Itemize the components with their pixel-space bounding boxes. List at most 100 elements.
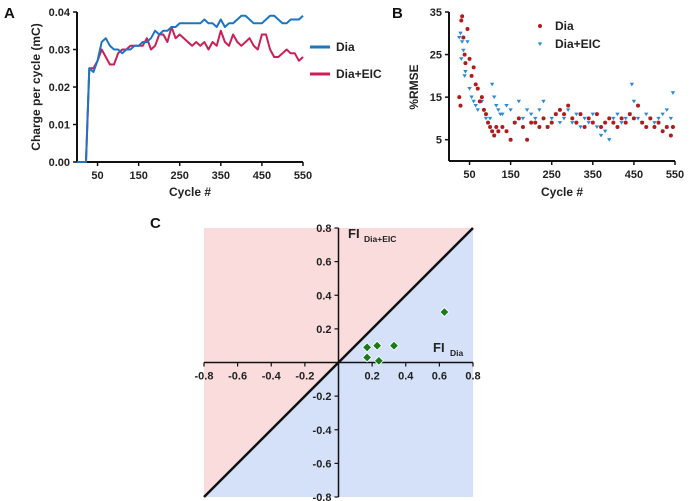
b-point-0 [652,124,657,129]
b-point-0 [664,124,669,129]
b-point-1 [465,40,470,44]
b-point-1 [494,104,499,108]
b-point-0 [457,95,462,100]
b-point-0 [516,116,521,121]
c-y-tick-label: -0.4 [313,425,333,437]
b-point-0 [582,124,587,129]
b-ylabel: %RMSE [407,64,421,109]
b-point-0 [496,129,501,134]
c-x-tick-label: 0.6 [432,371,447,383]
b-point-1 [528,112,534,117]
b-legend-marker-1 [537,42,543,46]
b-point-1 [516,99,522,104]
b-point-1 [541,99,546,104]
c-point [373,355,384,366]
b-point-1 [635,116,641,121]
c-point [372,340,383,351]
b-legend-label-1: Dia+EIC [555,37,601,51]
b-point-1 [670,91,676,95]
b-point-1 [631,99,637,104]
b-point-0 [566,103,571,108]
a-y-tick-label: 0.01 [49,120,70,132]
b-point-1 [656,116,661,121]
b-point-1 [557,121,563,125]
panel-label-b: B [392,5,403,22]
c-x-tick-label: -0.4 [262,371,282,383]
b-point-1 [473,104,478,108]
b-point-0 [533,120,538,125]
b-y-tick-label: 15 [430,92,442,104]
b-point-0 [670,124,675,129]
c-y-tick-label: -0.2 [313,391,332,403]
b-point-0 [460,14,465,19]
b-point-1 [492,95,497,100]
a-y-tick-label: 0.02 [49,82,70,94]
c-x-tick-label: -0.6 [228,371,247,383]
c-point [362,352,373,363]
b-point-1 [590,112,596,117]
b-point-1 [461,48,466,53]
b-point-0 [494,124,499,129]
b-point-0 [479,95,484,100]
c-y-tick-label: 0.2 [316,324,331,336]
c-x-tick-label: 0.8 [465,371,480,383]
b-point-1 [607,138,612,142]
c-point [388,340,400,351]
b-point-1 [463,70,468,74]
b-point-0 [459,18,464,23]
c-y-tick-label: 0.8 [316,223,331,235]
b-point-0 [541,116,546,121]
b-point-1 [508,108,513,112]
b-point-0 [631,116,636,121]
b-point-0 [574,120,579,125]
b-y-tick-label: 5 [436,135,442,147]
a-y-tick-label: 0.04 [49,7,71,19]
b-point-0 [594,112,599,117]
b-point-0 [483,112,488,117]
c-xlabel-sub: Dia [450,348,464,358]
a-legend-label-0: Dia [336,40,355,54]
b-point-1 [520,116,526,121]
a-x-tick-label: 250 [171,170,189,182]
b-point-1 [582,116,587,121]
b-point-1 [487,116,493,121]
b-point-1 [549,116,554,121]
b-point-0 [627,112,632,117]
b-point-0 [471,65,476,70]
a-xlabel: Cycle # [169,185,211,199]
b-y-tick-label: 35 [430,7,442,19]
b-x-tick-label: 550 [666,169,684,181]
b-point-1 [623,116,628,121]
b-point-0 [578,112,583,117]
b-point-1 [565,108,571,112]
b-point-0 [461,35,466,40]
b-point-0 [648,116,653,121]
b-point-0 [553,112,558,117]
b-point-0 [500,124,505,129]
b-point-1 [644,112,649,117]
b-point-0 [475,86,480,91]
b-point-1 [458,31,463,36]
b-point-1 [483,116,489,121]
b-point-1 [578,125,583,129]
c-x-tick-label: 0.4 [398,371,414,383]
c-xlabel-main: FI [433,340,445,355]
b-point-0 [611,120,616,125]
b-point-0 [623,120,628,125]
b-point-1 [664,108,669,112]
b-point-0 [525,137,530,142]
b-point-0 [599,124,604,129]
c-y-tick-label: -0.8 [313,492,332,501]
b-point-0 [562,112,567,117]
b-point-1 [467,87,472,91]
b-point-1 [504,104,509,108]
b-point-0 [545,124,550,129]
b-point-1 [660,112,665,117]
b-point-0 [668,133,673,138]
b-point-0 [549,120,554,125]
c-point [439,306,450,318]
b-point-0 [486,120,491,125]
b-point-0 [520,124,525,129]
b-point-1 [619,121,624,125]
c-x-tick-label: -0.2 [295,371,314,383]
